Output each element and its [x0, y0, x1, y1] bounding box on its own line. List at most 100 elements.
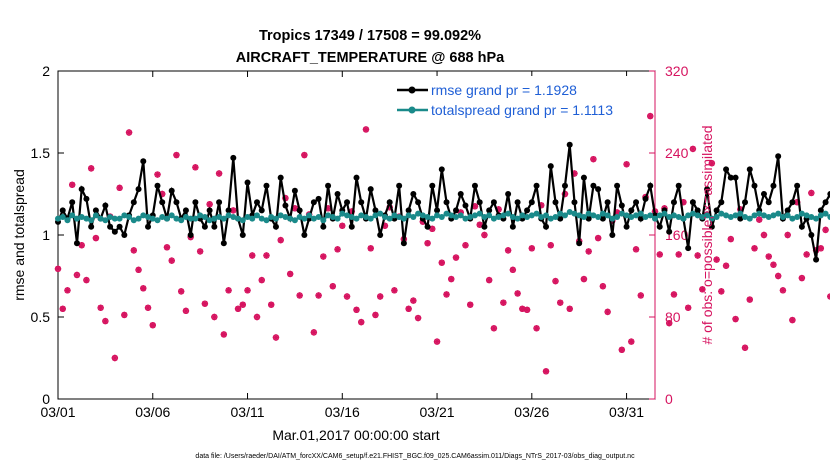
- rmse-point: [377, 232, 384, 238]
- totalspread-point: [69, 212, 76, 219]
- totalspread-point: [680, 215, 687, 222]
- totalspread-point: [604, 212, 611, 219]
- obs-assimilated-point: [405, 305, 412, 312]
- y-left-tick-label: 1: [42, 227, 50, 243]
- obs-assimilated-point: [177, 288, 185, 295]
- totalspread-point: [585, 210, 592, 217]
- obs-assimilated-point: [277, 236, 284, 244]
- totalspread-point: [372, 212, 379, 219]
- totalspread-point: [737, 210, 744, 217]
- totalspread-point: [73, 215, 80, 222]
- obs-assimilated-point: [168, 257, 175, 264]
- rmse-point: [272, 223, 279, 230]
- rmse-point: [633, 199, 640, 206]
- rmse-point: [543, 223, 550, 230]
- totalspread-point: [471, 212, 478, 219]
- obs-assimilated-point: [476, 221, 483, 228]
- obs-assimilated-point: [561, 190, 569, 198]
- obs-assimilated-point: [618, 346, 626, 353]
- rmse-point: [277, 174, 284, 181]
- totalspread-point: [334, 215, 341, 222]
- totalspread-point: [97, 215, 104, 222]
- rmse-point: [254, 199, 260, 206]
- totalspread-point: [543, 212, 550, 219]
- obs-assimilated-point: [462, 242, 469, 249]
- rmse-point: [580, 174, 587, 181]
- rmse-point: [88, 223, 95, 230]
- obs-assimilated-point: [230, 207, 237, 214]
- totalspread-point: [528, 212, 535, 219]
- totalspread-point: [386, 215, 393, 222]
- rmse-point: [59, 207, 66, 214]
- obs-assimilated-point: [121, 311, 128, 319]
- rmse-point: [121, 232, 128, 238]
- rmse-point: [258, 207, 265, 214]
- obs-assimilated-point: [727, 235, 735, 243]
- obs-assimilated-point: [424, 240, 431, 247]
- totalspread-point: [514, 215, 521, 222]
- obs-assimilated-point: [201, 300, 209, 307]
- obs-assimilated-point: [722, 262, 730, 269]
- rmse-point: [78, 186, 85, 193]
- totalspread-point: [770, 212, 777, 219]
- obs-assimilated-point: [490, 325, 498, 332]
- rmse-point: [225, 207, 232, 214]
- totalspread-point: [623, 212, 630, 219]
- obs-assimilated-point: [557, 299, 564, 306]
- totalspread-point: [272, 215, 279, 222]
- obs-assimilated-point: [817, 245, 825, 252]
- rmse-point: [462, 202, 469, 209]
- obs-assimilated-point: [206, 201, 213, 208]
- obs-assimilated-point: [73, 271, 81, 279]
- rmse-point: [742, 199, 749, 206]
- x-tick-label: 03/31: [609, 404, 644, 420]
- obs-assimilated-point: [779, 287, 787, 294]
- obs-assimilated-point: [410, 297, 417, 304]
- totalspread-point: [732, 212, 739, 219]
- rmse-point: [353, 174, 360, 181]
- rmse-point: [609, 232, 616, 238]
- obs-assimilated-point: [163, 244, 171, 251]
- rmse-point: [230, 154, 237, 161]
- totalspread-point: [500, 212, 507, 219]
- totalspread-point: [614, 213, 621, 220]
- obs-assimilated-point: [632, 246, 640, 253]
- rmse-point: [685, 245, 692, 252]
- obs-assimilated-point: [438, 259, 445, 266]
- obs-assimilated-point: [713, 256, 720, 263]
- obs-assimilated-point: [135, 266, 142, 274]
- obs-assimilated-point: [429, 225, 436, 233]
- rmse-point: [424, 223, 431, 230]
- totalspread-point: [779, 213, 786, 220]
- rmse-point: [116, 223, 123, 230]
- totalspread-point: [424, 213, 431, 220]
- totalspread-point: [315, 213, 322, 220]
- totalspread-point: [173, 215, 180, 222]
- obs-assimilated-point: [296, 292, 303, 299]
- totalspread-point: [263, 217, 270, 224]
- rmse-point: [595, 186, 602, 193]
- totalspread-point: [59, 213, 66, 220]
- rmse-point: [102, 202, 109, 209]
- obs-assimilated-point: [144, 304, 152, 311]
- rmse-point: [509, 223, 516, 230]
- obs-assimilated-point: [64, 287, 71, 294]
- obs-assimilated-point: [756, 216, 763, 223]
- obs-assimilated-point: [613, 209, 621, 216]
- obs-assimilated-point: [419, 218, 427, 225]
- y-axis-right-label: # of obs: o=possible; ×=assimilated: [699, 125, 715, 344]
- rmse-point: [239, 232, 246, 238]
- totalspread-point: [704, 212, 711, 219]
- rmse-point: [296, 207, 303, 214]
- rmse-point: [618, 202, 625, 209]
- rmse-point: [599, 215, 606, 222]
- rmse-point: [576, 240, 583, 247]
- totalspread-point: [344, 212, 351, 219]
- obs-assimilated-point: [173, 151, 180, 159]
- rmse-point: [443, 199, 450, 206]
- totalspread-point: [405, 212, 412, 219]
- totalspread-point: [187, 215, 194, 222]
- totalspread-point: [121, 212, 128, 219]
- obs-assimilated-point: [789, 316, 796, 324]
- obs-assimilated-point: [647, 112, 654, 120]
